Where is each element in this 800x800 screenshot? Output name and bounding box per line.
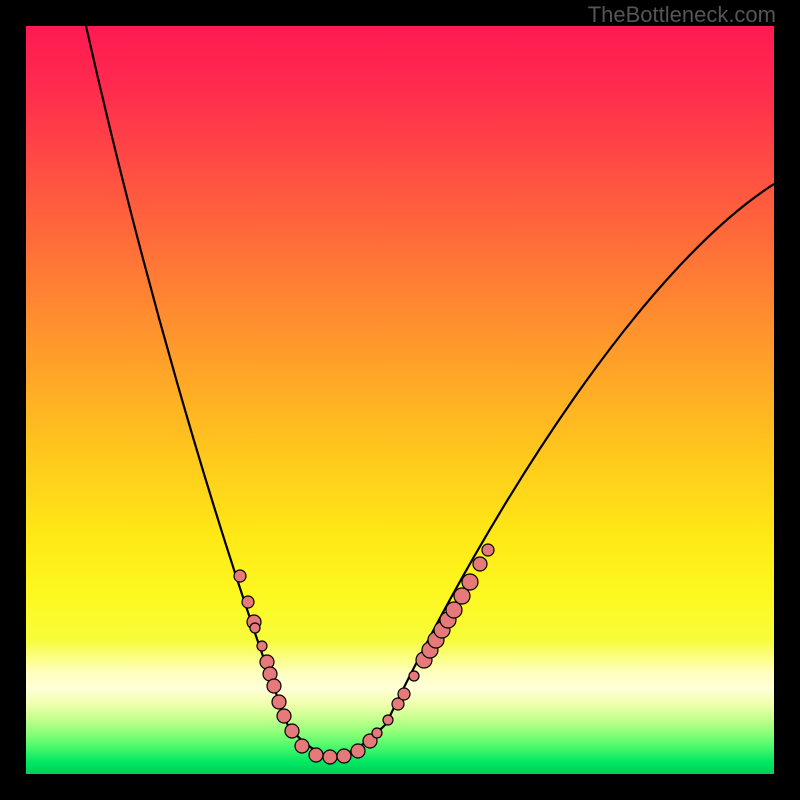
curve-layer (26, 26, 774, 774)
marker-point (242, 596, 254, 608)
marker-point (337, 749, 351, 763)
marker-point (295, 739, 309, 753)
marker-point (309, 748, 323, 762)
marker-point (277, 709, 291, 723)
marker-point (409, 671, 419, 681)
marker-point (383, 715, 393, 725)
marker-point (250, 623, 260, 633)
marker-point (482, 544, 494, 556)
marker-point (462, 574, 478, 590)
marker-point (267, 679, 281, 693)
marker-point (272, 695, 286, 709)
marker-point (446, 602, 462, 618)
plot-area (26, 26, 774, 774)
marker-point (372, 728, 382, 738)
marker-point (323, 750, 337, 764)
marker-point (398, 688, 410, 700)
marker-point (257, 641, 267, 651)
marker-point (473, 557, 487, 571)
marker-group (234, 544, 494, 764)
watermark-text: TheBottleneck.com (588, 2, 776, 28)
marker-point (285, 724, 299, 738)
marker-point (351, 744, 365, 758)
marker-point (454, 588, 470, 604)
marker-point (234, 570, 246, 582)
